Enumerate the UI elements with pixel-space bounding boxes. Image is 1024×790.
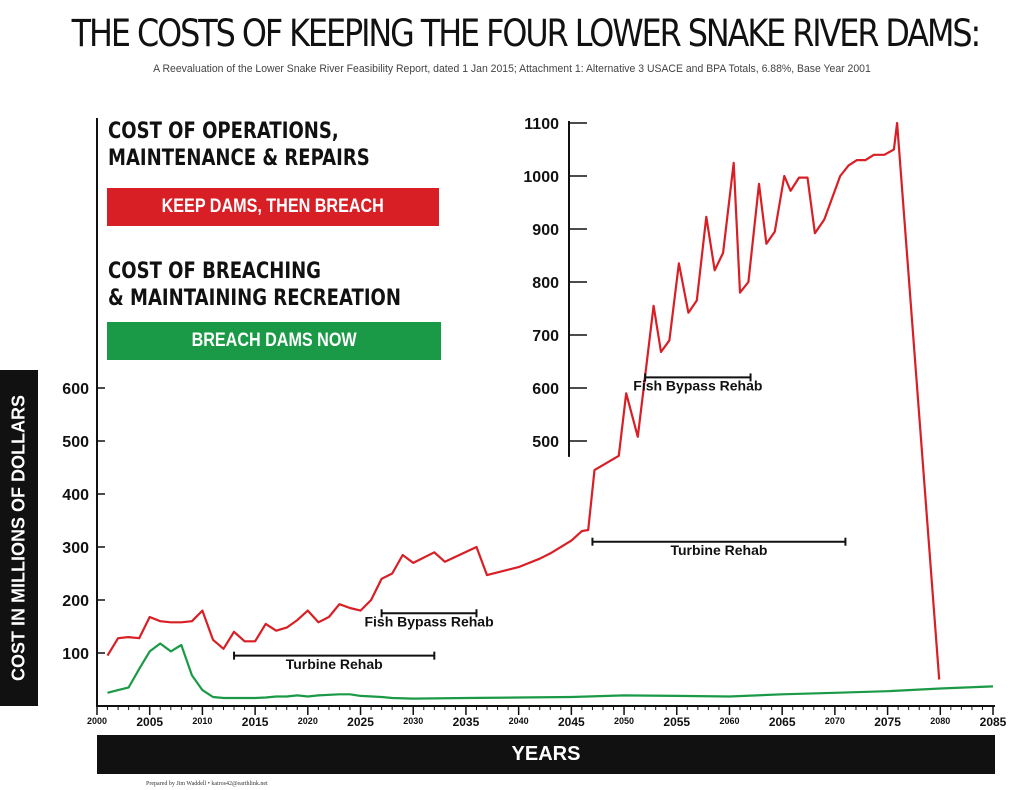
y-tick-label: 200 (62, 593, 89, 610)
legend-keep-heading-line2: MAINTENANCE & REPAIRS (108, 146, 370, 171)
legend-keep-heading: COST OF OPERATIONS, MAINTENANCE & REPAIR… (108, 118, 370, 172)
page-subtitle: A Reevaluation of the Lower Snake River … (153, 63, 871, 75)
upper-y-tick-label: 700 (532, 328, 559, 345)
y-tick-label: 300 (62, 540, 89, 557)
upper-y-tick-label: 1000 (523, 169, 559, 186)
breach-dams-series-line (107, 642, 994, 700)
x-tick-label: 2020 (298, 716, 318, 726)
x-tick-label: 2035 (453, 715, 480, 729)
x-tick-label: 2005 (136, 715, 163, 729)
x-tick-label: 2050 (614, 716, 634, 726)
y-tick-label: 100 (62, 646, 89, 663)
x-tick-label: 2055 (663, 715, 690, 729)
page-title: THE COSTS OF KEEPING THE FOUR LOWER SNAK… (71, 12, 982, 55)
y-tick-label: 400 (62, 487, 89, 504)
annotation-label: Fish Bypass Rehab (633, 378, 762, 394)
annotation-label: Turbine Rehab (286, 656, 383, 672)
x-axis-label: YEARS (97, 735, 995, 774)
legend-keep-label: KEEP DAMS, THEN BREACH (161, 196, 385, 217)
y-axis-label-bar (0, 370, 38, 706)
legend-breach-swatch: BREACH DAMS NOW (107, 322, 441, 360)
legend-keep-heading-line1: COST OF OPERATIONS, (108, 119, 339, 144)
x-tick-label: 2010 (192, 716, 212, 726)
y-axis-label: COST IN MILLIONS OF DOLLARS (8, 395, 29, 681)
credit-text: Prepared by Jim Waddell • kairos42@earth… (146, 781, 268, 787)
x-tick-label: 2080 (930, 716, 950, 726)
y-tick-label: 600 (62, 381, 89, 398)
legend-keep-swatch: KEEP DAMS, THEN BREACH (107, 188, 439, 226)
x-tick-label: 2085 (980, 715, 1007, 729)
upper-y-tick-label: 800 (532, 275, 559, 292)
x-tick-label: 2065 (769, 715, 796, 729)
x-tick-label: 2075 (874, 715, 901, 729)
legend-breach-heading-line1: COST OF BREACHING (108, 259, 321, 284)
upper-y-tick-label: 900 (532, 222, 559, 239)
legend-breach-label: BREACH DAMS NOW (191, 330, 357, 351)
x-tick-label: 2025 (347, 715, 374, 729)
x-tick-label: 2030 (403, 716, 423, 726)
upper-y-tick-label: 500 (532, 434, 559, 451)
x-tick-label: 2040 (509, 716, 529, 726)
annotation-label: Fish Bypass Rehab (364, 614, 493, 630)
upper-y-tick-label: 1100 (524, 116, 559, 133)
legend-breach-heading-line2: & MAINTAINING RECREATION (108, 286, 401, 311)
x-tick-label: 2070 (825, 716, 845, 726)
x-tick-label: 2000 (87, 716, 107, 726)
upper-y-tick-label: 600 (532, 381, 559, 398)
x-tick-label: 2060 (719, 716, 739, 726)
annotation-label: Turbine Rehab (670, 542, 767, 558)
legend-breach-heading: COST OF BREACHING & MAINTAINING RECREATI… (108, 258, 401, 312)
x-tick-label: 2015 (242, 715, 269, 729)
keep-dams-series-line (106, 121, 941, 680)
x-tick-label: 2045 (558, 715, 585, 729)
y-tick-label: 500 (62, 434, 89, 451)
